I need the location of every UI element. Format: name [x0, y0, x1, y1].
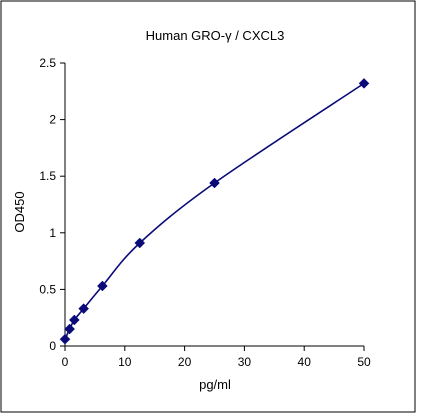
y-tick-label: 0.5: [39, 282, 56, 296]
y-tick-label: 1.5: [39, 169, 56, 183]
y-tick-label: 2: [49, 113, 56, 127]
x-tick-label: 10: [118, 355, 132, 369]
data-points: [59, 78, 370, 345]
y-axis-label: OD450: [12, 191, 27, 232]
data-point: [78, 303, 90, 314]
x-axis-label: pg/ml: [199, 377, 231, 392]
x-ticks: 0 10 20 30 40 50: [62, 346, 371, 369]
data-point: [64, 323, 76, 335]
data-point: [97, 280, 108, 292]
chart-border: [0, 0, 416, 413]
data-point: [59, 333, 71, 345]
y-ticks: 0 0.5 1 1.5 2 2.5: [39, 56, 65, 353]
data-point: [358, 78, 370, 89]
x-tick-label: 50: [357, 355, 371, 369]
x-tick-label: 30: [238, 355, 252, 369]
data-point: [134, 237, 146, 249]
y-tick-label: 2.5: [39, 56, 56, 70]
chart-title: Human GRO-γ / CXCL3: [146, 28, 285, 43]
x-tick-label: 0: [62, 355, 69, 369]
y-tick-label: 0: [49, 339, 56, 353]
y-tick-label: 1: [49, 226, 56, 240]
x-tick-label: 20: [178, 355, 192, 369]
data-point: [68, 314, 80, 326]
x-tick-label: 40: [298, 355, 312, 369]
data-point: [209, 177, 220, 189]
